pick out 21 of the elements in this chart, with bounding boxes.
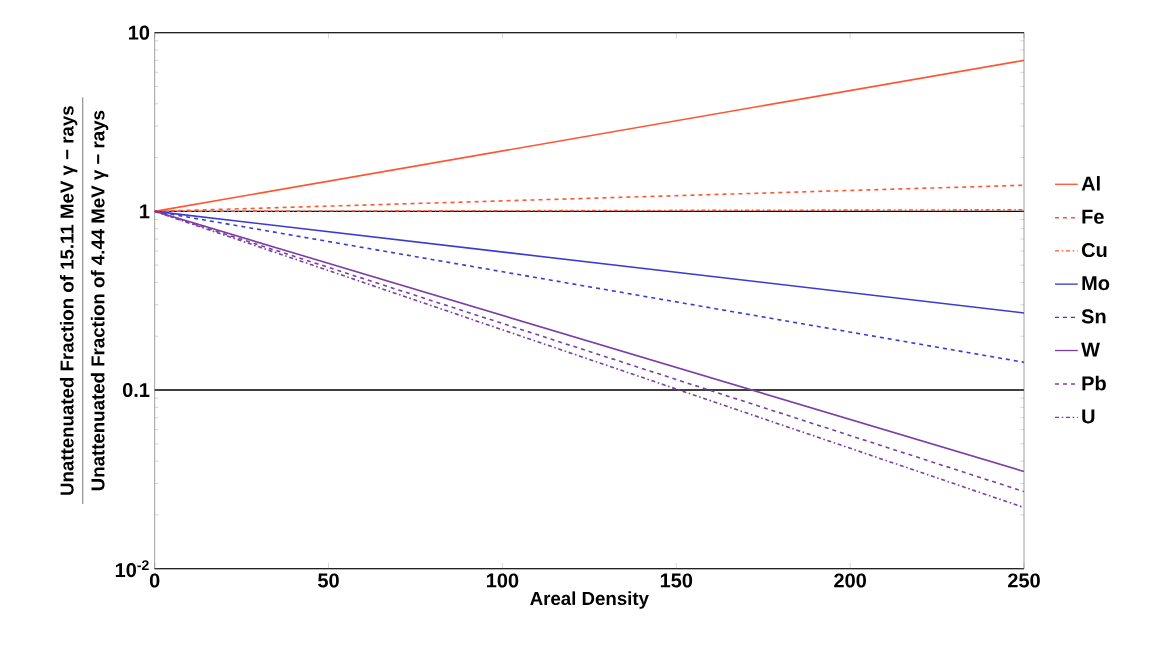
y-axis-title: Unattenuated Fraction of 15.11 MeV γ − rays bbox=[59, 106, 78, 495]
x-axis-title: Areal Density bbox=[530, 591, 649, 609]
x-tick-label: 100 bbox=[486, 573, 519, 588]
y-tick-label: 1 bbox=[140, 204, 150, 219]
legend-label: Pb bbox=[1082, 375, 1106, 391]
x-tick-label: 150 bbox=[660, 573, 693, 588]
x-tick-label: 200 bbox=[834, 573, 866, 588]
x-tick-label: 250 bbox=[1008, 573, 1040, 588]
x-tick-label: 50 bbox=[318, 573, 339, 588]
legend-label: Sn bbox=[1081, 309, 1106, 324]
legend-label: Al bbox=[1081, 176, 1100, 191]
y-tick-label: 10 bbox=[128, 25, 150, 40]
y-tick-label: 10$^{-2}$ bbox=[115, 560, 149, 578]
legend-label: Mo bbox=[1082, 276, 1110, 291]
legend-label: Fe bbox=[1082, 209, 1104, 224]
legend-label: U bbox=[1082, 409, 1095, 424]
legend-label: W bbox=[1081, 342, 1100, 357]
text: Unattenuated Fraction of 4.44 MeV γ − rays bbox=[90, 110, 109, 491]
x-tick-label: 0 bbox=[149, 573, 160, 588]
y-tick-label: 0.1 bbox=[122, 382, 150, 398]
legend-label: Cu bbox=[1081, 242, 1107, 258]
